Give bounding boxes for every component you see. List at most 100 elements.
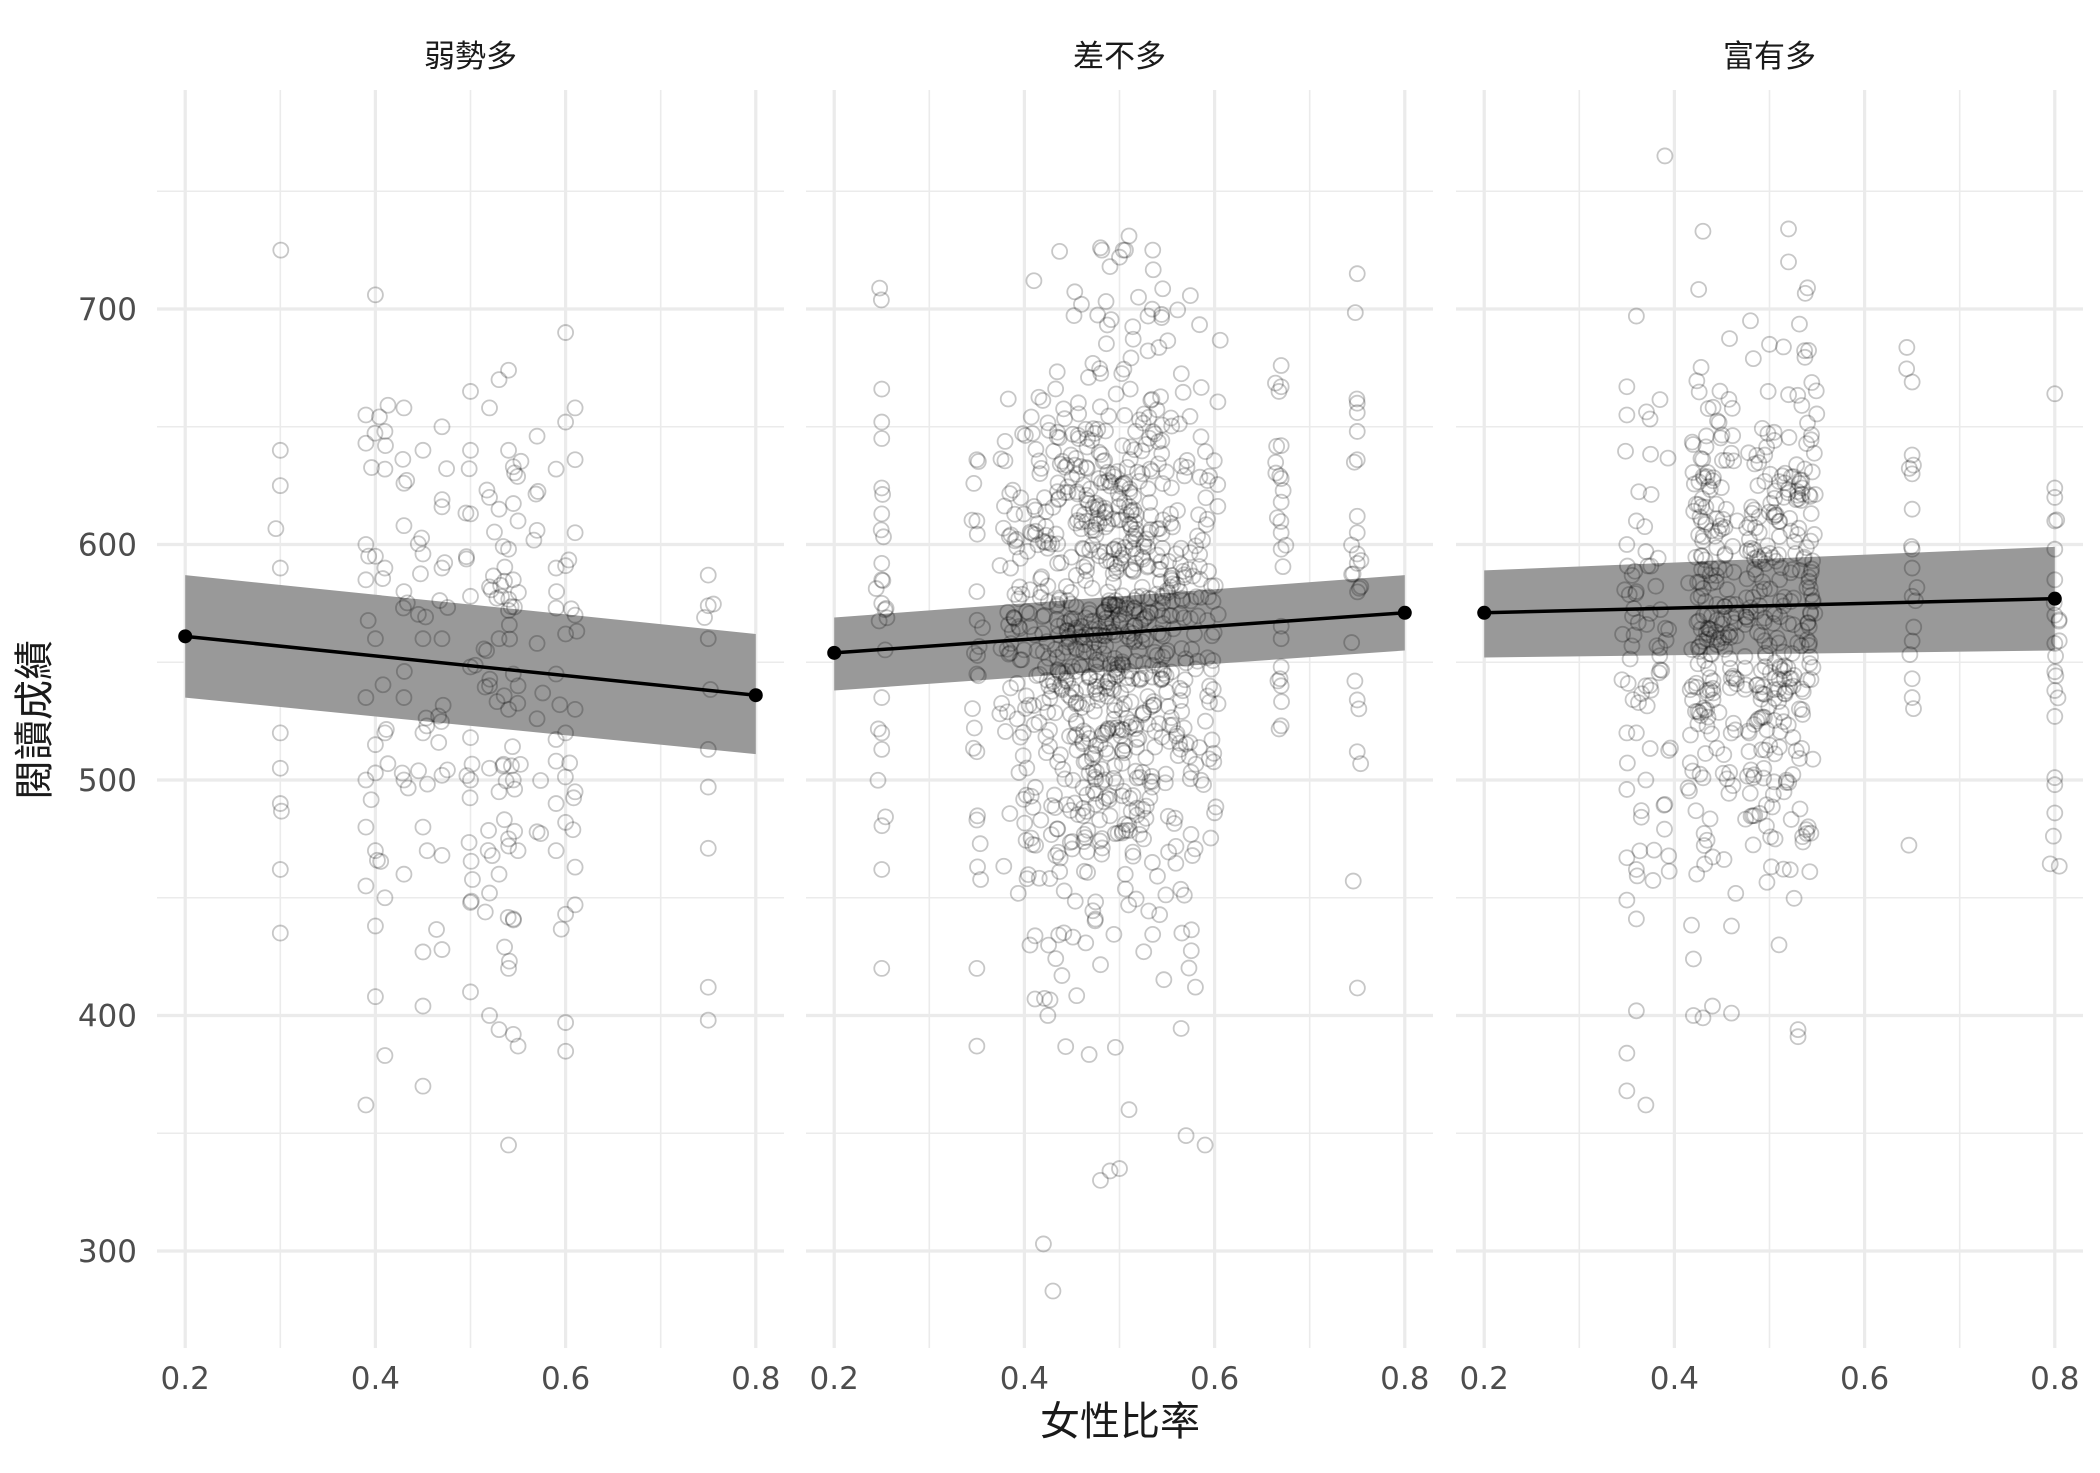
data-point [462,771,479,789]
data-point [1121,789,1139,807]
data-point [2048,511,2066,529]
data-point [1153,670,1171,688]
data-point [1182,592,1200,610]
data-point [1183,847,1201,864]
data-point [1127,422,1144,440]
data-point [492,576,510,594]
data-point [1760,503,1778,521]
data-point [1685,950,1702,968]
data-point [1034,608,1052,625]
data-point [1126,599,1143,617]
data-point [1781,678,1798,696]
data-point [1011,728,1029,746]
data-point [1104,565,1122,582]
data-point [1101,787,1118,805]
data-point [1708,611,1726,629]
data-point [1063,680,1081,698]
data-point [1616,581,1634,599]
data-point [1743,498,1761,516]
data-point [462,441,479,459]
data-point [1124,787,1142,804]
data-point [1125,602,1143,620]
data-point [1775,783,1793,801]
data-point [1078,562,1095,580]
data-point [1041,870,1059,887]
data-point [1204,652,1222,669]
data-point [1139,307,1157,325]
data-point [1171,605,1189,623]
data-point [1141,494,1159,511]
data-point [1160,733,1178,750]
data-point [433,630,451,648]
data-point [1679,779,1697,797]
data-point [1642,557,1660,575]
data-point [1070,430,1088,447]
data-point [1111,1160,1128,1177]
data-point [1099,721,1117,739]
data-point [1272,513,1290,530]
data-point [1051,455,1069,473]
data-point [1133,633,1151,651]
data-point [1176,671,1194,689]
data-point [699,778,717,796]
data-point [1687,674,1705,692]
data-point [1050,429,1068,447]
data-point [1127,890,1145,908]
data-point [1081,541,1099,559]
data-point [1040,677,1058,695]
data-point [1746,561,1763,578]
data-point [1040,421,1058,439]
data-point [1046,641,1064,658]
data-point [394,450,412,468]
data-point [1630,483,1648,501]
data-point [1787,742,1805,760]
data-point [2049,689,2067,707]
data-point [1110,606,1128,624]
data-point [1069,806,1087,823]
data-point [1030,388,1048,406]
data-point [1043,797,1060,815]
data-point [699,740,717,758]
data-point [566,700,584,718]
data-point [1748,603,1765,620]
data-point [1049,554,1067,572]
data-point [1775,713,1793,731]
data-point [1764,786,1782,803]
data-point [1108,719,1126,736]
data-point [1744,769,1762,786]
data-point [1137,797,1155,815]
data-point [504,495,522,512]
data-point [1172,457,1190,475]
data-point [1032,583,1050,601]
data-point [1272,524,1290,542]
data-point [462,852,480,870]
data-point [1774,662,1792,680]
data-point [374,676,392,694]
data-point [1180,561,1198,578]
data-point [1056,410,1073,428]
data-point [1034,643,1052,661]
data-point [1049,661,1067,678]
data-point [1092,956,1109,974]
data-point [1143,778,1161,796]
data-point [1102,474,1120,491]
data-point [1134,800,1152,818]
data-point [1121,822,1139,839]
data-point [699,630,717,648]
data-point [1066,794,1084,812]
data-point [1790,700,1808,718]
data-point [1119,676,1137,694]
data-point [1775,338,1792,356]
data-point [1124,670,1142,687]
data-point [1062,595,1080,613]
data-point [873,413,891,431]
data-point [1066,662,1084,680]
data-point [1755,759,1773,777]
data-point [1109,659,1127,677]
data-point [1757,647,1775,665]
data-point [1187,660,1204,678]
data-point [1149,433,1167,451]
data-point [1704,691,1722,709]
data-point [1032,459,1050,477]
data-point [398,472,416,489]
